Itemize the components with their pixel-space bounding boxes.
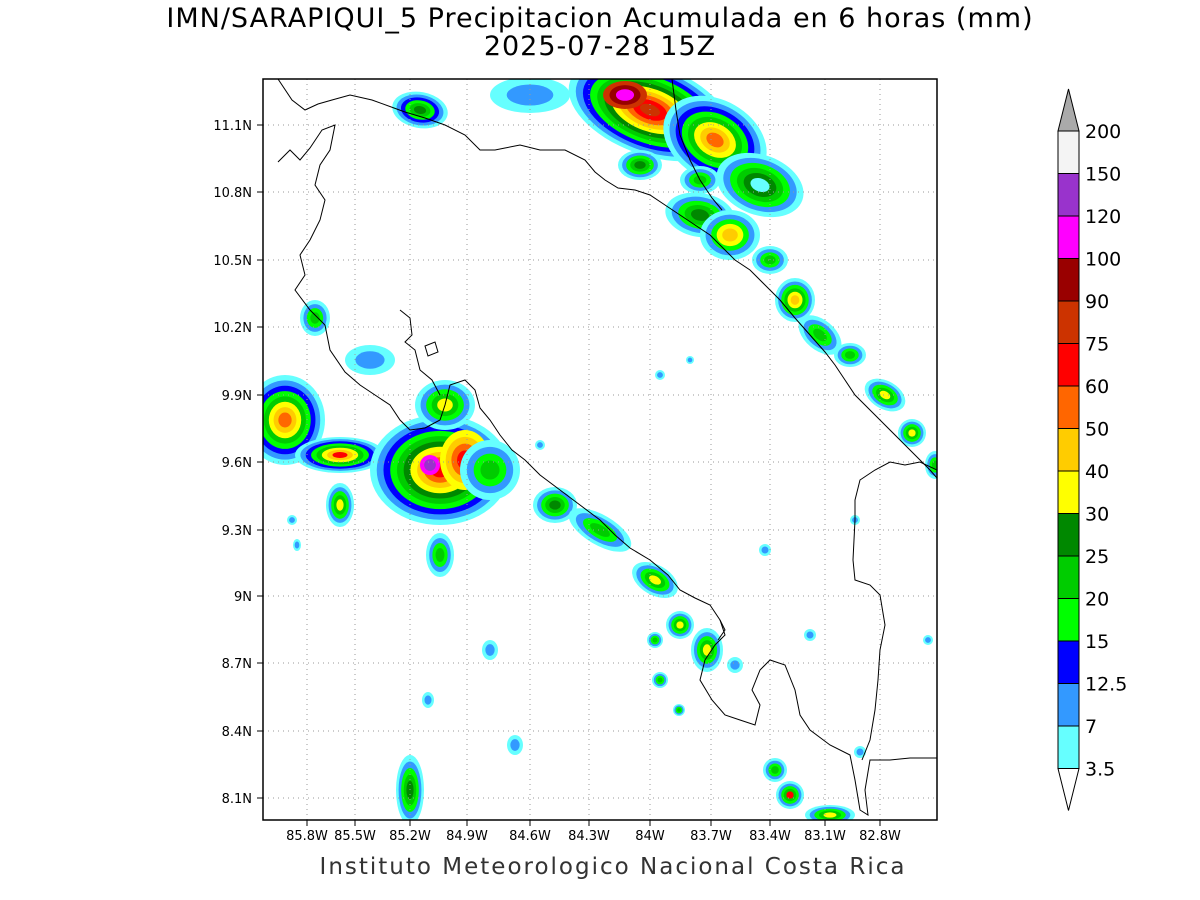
grid-lines xyxy=(257,79,937,826)
lat-label: 8.1N xyxy=(222,792,252,807)
longitude-labels: 85.8W 85.5W 85.2W 84.9W 84.6W 84.3W 84W 83.7W 83… xyxy=(286,829,901,844)
latitude-labels: 11.1N 10.8N 10.5N 10.2N 9.9N 9.6N 9.3N 9N 8.7N 8.… xyxy=(213,119,252,807)
lon-label: 83.4W xyxy=(749,829,791,844)
legend-swatch xyxy=(1057,385,1080,429)
map-title: IMN/SARAPIQUI_5 Precipitacion Acumulada … xyxy=(166,3,1034,34)
legend-swatch xyxy=(1057,343,1080,387)
lat-label: 10.2N xyxy=(213,321,252,336)
lat-label: 9N xyxy=(234,590,252,605)
legend-swatch xyxy=(1057,428,1080,472)
legend-label: 100 xyxy=(1085,249,1121,271)
lon-label: 84.9W xyxy=(446,829,488,844)
lon-label: 85.2W xyxy=(389,829,431,844)
lat-label: 11.1N xyxy=(213,119,252,134)
legend-max-arrow xyxy=(1057,88,1080,132)
legend-label: 15 xyxy=(1085,631,1109,653)
lat-label: 10.5N xyxy=(213,254,252,269)
lat-label: 8.7N xyxy=(222,657,252,672)
legend-swatch xyxy=(1057,215,1080,259)
color-legend: 3.5 7 12.5 15 20 25 30 40 50 60 75 90 100 120 150 200 xyxy=(1057,88,1127,811)
map-subtitle: 2025-07-28 15Z xyxy=(483,31,717,62)
legend-swatch xyxy=(1057,513,1080,557)
lon-label: 85.8W xyxy=(286,829,328,844)
lat-label: 10.8N xyxy=(213,186,252,201)
legend-label: 20 xyxy=(1085,589,1109,611)
legend-label: 75 xyxy=(1085,334,1109,356)
coastline xyxy=(277,79,937,816)
legend-swatch xyxy=(1057,640,1080,684)
precipitation-field xyxy=(263,79,937,820)
lat-label: 9.9N xyxy=(222,389,252,404)
legend-swatch xyxy=(1057,130,1080,174)
legend-swatch xyxy=(1057,598,1080,642)
lon-label: 85.5W xyxy=(334,829,376,844)
legend-label: 25 xyxy=(1085,546,1109,568)
map-frame xyxy=(262,78,938,821)
legend-label: 60 xyxy=(1085,376,1109,398)
lat-label: 9.6N xyxy=(222,456,252,471)
legend-swatch xyxy=(1057,300,1080,344)
legend-label: 90 xyxy=(1085,291,1109,313)
lat-label: 9.3N xyxy=(222,524,252,539)
legend-label: 150 xyxy=(1085,164,1121,186)
legend-label: 7 xyxy=(1085,716,1097,738)
legend-label: 30 xyxy=(1085,504,1109,526)
legend-label: 3.5 xyxy=(1085,759,1115,781)
legend-label: 120 xyxy=(1085,206,1121,228)
legend-label: 12.5 xyxy=(1085,674,1127,696)
lon-label: 84W xyxy=(635,829,665,844)
lon-label: 84.6W xyxy=(509,829,551,844)
legend-swatch xyxy=(1057,555,1080,599)
legend-label: 200 xyxy=(1085,121,1121,143)
legend-swatch xyxy=(1057,258,1080,302)
legend-swatch xyxy=(1057,725,1080,769)
lon-label: 83.1W xyxy=(804,829,846,844)
legend-label: 40 xyxy=(1085,461,1109,483)
legend-min-arrow xyxy=(1057,768,1080,811)
lon-label: 84.3W xyxy=(568,829,610,844)
lon-label: 82.8W xyxy=(859,829,901,844)
lon-label: 83.7W xyxy=(690,829,732,844)
legend-swatch xyxy=(1057,683,1080,727)
lat-label: 8.4N xyxy=(222,725,252,740)
legend-swatch xyxy=(1057,470,1080,514)
footer-credit: Instituto Meteorologico Nacional Costa R… xyxy=(319,854,907,880)
legend-label: 50 xyxy=(1085,419,1109,441)
legend-swatch xyxy=(1057,173,1080,217)
